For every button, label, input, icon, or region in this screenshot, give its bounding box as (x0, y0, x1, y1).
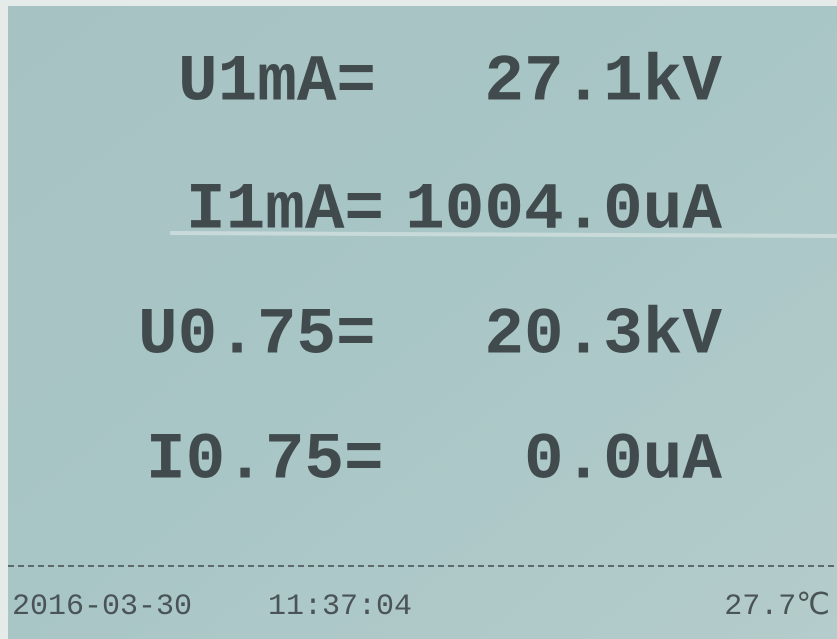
reading-value: 1004.0uA (405, 172, 722, 247)
reading-label: I1mA= (186, 172, 384, 247)
page: U1mA= 27.1kV I1mA= 1004.0uA U0.75= 20.3kV I0.7… (0, 0, 837, 639)
lcd-screen: U1mA= 27.1kV I1mA= 1004.0uA U0.75= 20.3kV I0.7… (0, 0, 837, 639)
reading-value: 0.0uA (524, 422, 722, 497)
reading-value: 20.3kV (484, 297, 722, 372)
time: 11:37:04 (268, 590, 412, 624)
reading-label: U1mA= (178, 44, 376, 119)
temperature: 27.7℃ (724, 590, 830, 624)
date: 2016-03-30 (12, 590, 192, 624)
reading-label: U0.75= (138, 297, 376, 372)
reading-value: 27.1kV (484, 44, 722, 119)
reading-label: I0.75= (146, 422, 384, 497)
